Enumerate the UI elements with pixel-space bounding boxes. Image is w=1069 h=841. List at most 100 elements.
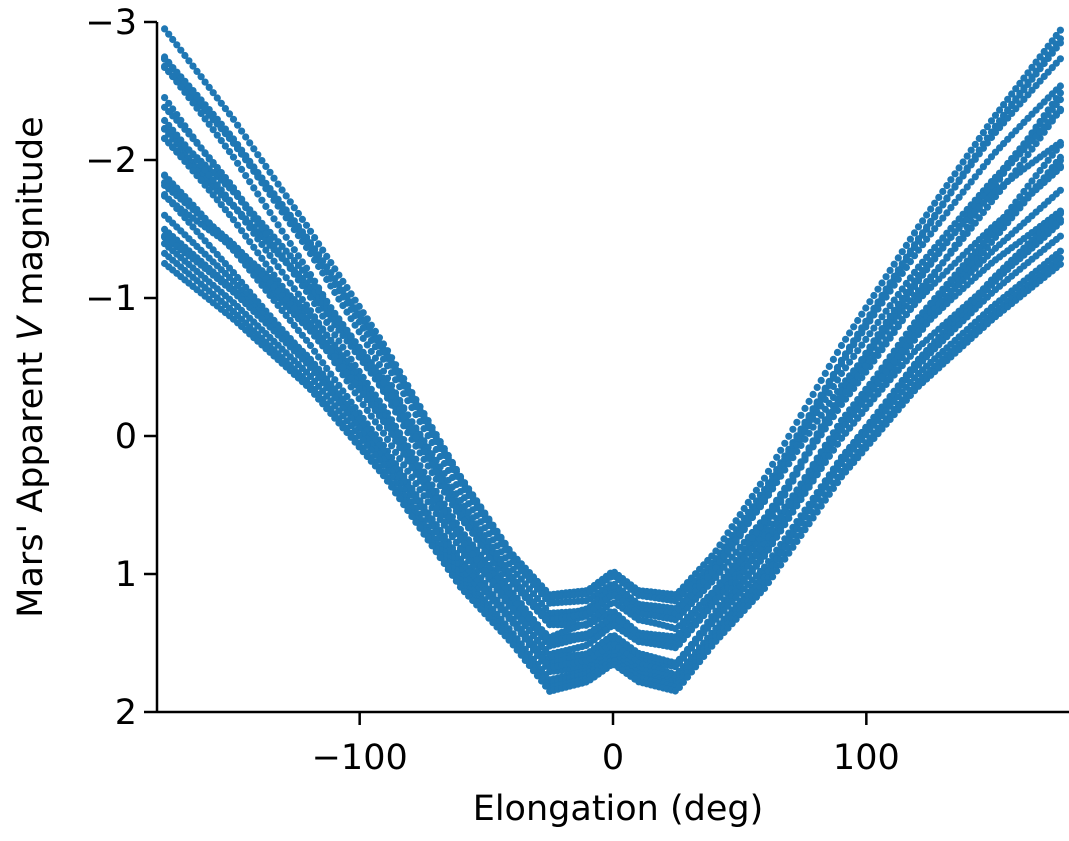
data-point	[234, 159, 242, 167]
data-point	[343, 308, 351, 316]
data-point	[813, 432, 821, 440]
data-point	[1032, 70, 1040, 78]
data-point	[793, 502, 801, 510]
data-point	[392, 437, 400, 445]
data-point	[485, 537, 493, 546]
data-point	[298, 237, 306, 246]
data-point	[209, 113, 217, 122]
data-point	[274, 202, 282, 210]
data-point	[801, 435, 809, 443]
data-point	[367, 361, 375, 369]
data-point	[290, 204, 298, 212]
data-point	[967, 146, 975, 154]
data-point	[813, 471, 821, 479]
data-point	[396, 406, 404, 414]
data-point	[769, 540, 777, 548]
data-point	[979, 144, 988, 152]
data-point	[452, 504, 460, 512]
data-point	[919, 229, 927, 237]
data-point	[1036, 77, 1044, 85]
data-point	[829, 355, 838, 363]
data-point	[432, 468, 440, 476]
data-point	[254, 190, 262, 198]
data-point	[764, 491, 773, 499]
data-point	[870, 311, 878, 319]
data-point	[821, 419, 829, 427]
data-point	[229, 115, 238, 123]
data-point	[456, 496, 465, 505]
data-point	[465, 508, 473, 516]
data-point	[874, 305, 882, 313]
data-point	[1056, 162, 1064, 170]
data-point	[975, 134, 983, 143]
data-point	[258, 196, 266, 204]
data-point	[412, 411, 420, 419]
data-point	[813, 383, 821, 391]
data-point	[1028, 86, 1036, 94]
data-point	[428, 438, 436, 447]
data-point	[809, 423, 817, 431]
data-point	[996, 124, 1004, 132]
data-point	[959, 172, 967, 180]
data-point	[785, 432, 793, 440]
data-point	[760, 497, 769, 505]
data-point	[238, 150, 246, 158]
data-point	[1056, 26, 1064, 34]
data-point	[347, 315, 355, 323]
data-point	[882, 318, 890, 327]
data-point	[359, 334, 367, 342]
data-point	[274, 180, 282, 188]
data-point	[971, 140, 979, 148]
data-point	[1020, 86, 1028, 94]
data-point	[225, 110, 234, 118]
data-point	[201, 104, 209, 112]
data-point	[1044, 54, 1052, 63]
data-point	[777, 491, 785, 499]
data-point	[781, 466, 789, 474]
data-point	[866, 298, 874, 306]
data-point	[914, 235, 923, 243]
data-point	[379, 379, 388, 387]
data-point	[302, 287, 311, 295]
data-point	[829, 446, 838, 454]
data-point	[306, 227, 315, 235]
data-point	[878, 325, 886, 333]
data-point	[351, 338, 359, 346]
data-point	[388, 392, 396, 400]
data-point	[456, 511, 465, 519]
data-point	[371, 354, 379, 362]
data-point	[833, 400, 842, 408]
data-point	[777, 446, 785, 454]
data-point	[878, 279, 886, 287]
data-point	[193, 67, 201, 75]
data-point	[760, 474, 769, 482]
data-point	[874, 285, 882, 293]
data-point	[1056, 55, 1064, 63]
data-point	[817, 426, 825, 434]
data-point	[432, 504, 440, 512]
data-point	[935, 193, 943, 201]
data-point	[886, 312, 894, 320]
data-point	[927, 205, 935, 213]
data-points	[161, 25, 1064, 695]
data-point	[1012, 85, 1020, 93]
data-point	[805, 445, 813, 453]
data-point	[270, 241, 278, 249]
data-point	[250, 167, 258, 175]
data-point	[870, 337, 878, 345]
data-point	[1028, 75, 1036, 83]
data-point	[866, 317, 874, 325]
data-point	[906, 235, 915, 243]
data-point	[902, 241, 911, 249]
data-point	[270, 215, 278, 223]
data-point	[943, 194, 951, 202]
data-point	[335, 295, 343, 303]
data-point	[955, 177, 963, 186]
data-point	[452, 490, 460, 498]
data-point	[400, 450, 408, 458]
data-point	[967, 161, 975, 169]
data-point	[931, 199, 939, 207]
data-point	[481, 532, 489, 540]
data-point	[404, 457, 412, 465]
data-point	[906, 247, 915, 255]
